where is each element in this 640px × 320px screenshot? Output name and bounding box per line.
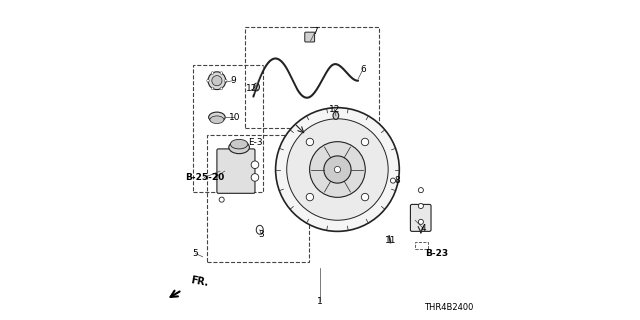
Circle shape [306,138,314,146]
Circle shape [212,76,222,86]
Text: 5: 5 [193,249,198,258]
Circle shape [251,161,259,169]
Ellipse shape [253,83,259,91]
Text: 2: 2 [212,173,218,182]
Ellipse shape [333,112,339,119]
Circle shape [419,204,424,209]
Text: 4: 4 [420,224,426,233]
Text: FR.: FR. [190,276,209,288]
Ellipse shape [228,141,250,154]
Circle shape [306,193,314,201]
Circle shape [419,219,424,224]
FancyBboxPatch shape [410,204,431,231]
Text: E-3: E-3 [248,138,262,147]
Circle shape [287,119,388,220]
Text: B-23: B-23 [426,249,449,258]
Circle shape [310,142,365,197]
Ellipse shape [210,116,224,124]
Text: 12: 12 [328,105,340,114]
Circle shape [225,79,227,82]
Circle shape [219,197,224,202]
Circle shape [207,79,209,82]
Ellipse shape [209,112,225,122]
Ellipse shape [230,140,248,149]
Circle shape [251,174,259,181]
Circle shape [390,178,396,183]
Text: 11: 11 [385,236,397,245]
Circle shape [220,87,223,90]
Text: THR4B2400: THR4B2400 [424,303,474,312]
Circle shape [208,72,226,90]
Circle shape [220,72,223,74]
Text: 8: 8 [395,176,401,185]
Text: 1: 1 [317,297,323,306]
Text: 12: 12 [246,84,257,93]
Circle shape [276,108,399,231]
Text: 7: 7 [312,27,318,36]
Circle shape [211,87,214,90]
Circle shape [324,156,351,183]
Text: 3: 3 [259,230,264,239]
Text: B-25-20: B-25-20 [185,173,225,182]
Circle shape [362,193,369,201]
FancyBboxPatch shape [217,149,255,193]
Circle shape [211,72,214,74]
Circle shape [419,188,424,193]
Circle shape [334,166,340,172]
Text: 9: 9 [230,76,236,85]
Text: 10: 10 [228,113,240,122]
Circle shape [362,138,369,146]
FancyBboxPatch shape [305,32,315,42]
Text: 6: 6 [360,65,365,74]
